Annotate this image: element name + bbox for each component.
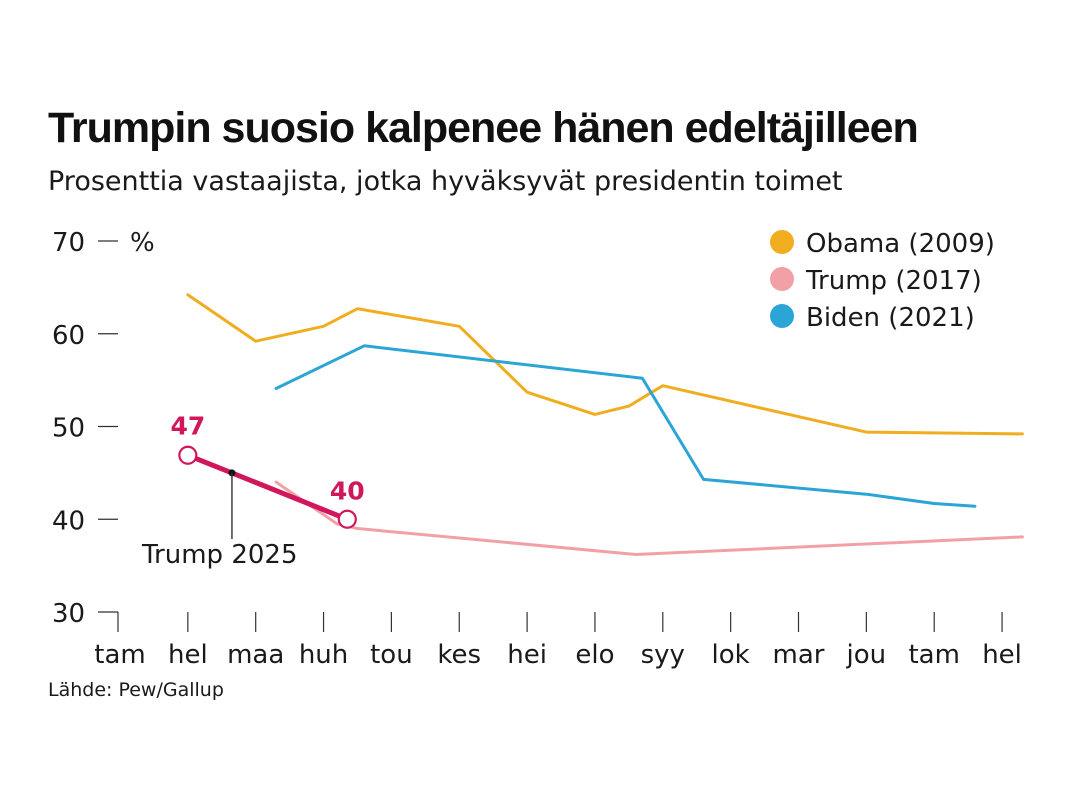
x-tick-label: jou: [846, 640, 887, 670]
x-tick-label: elo: [575, 640, 614, 670]
x-tick-label: kes: [437, 640, 481, 670]
x-tick-label: maa: [227, 640, 284, 670]
end-point-marker: [337, 509, 357, 529]
legend-label: Trump (2017): [805, 266, 982, 296]
series-line-3: [274, 344, 977, 508]
x-axis: tam hel maa huh tou kes hei elo syy lok mar jou tam h…: [94, 612, 1022, 670]
series-annotation-label: Trump 2025: [141, 540, 298, 570]
legend: Obama (2009) Trump (2017) Biden (2021): [770, 229, 995, 333]
chart-title: Trumpin suosio kalpenee hänen edeltäjill…: [48, 104, 919, 152]
y-axis-unit: %: [130, 228, 155, 258]
y-tick-label: 40: [52, 506, 85, 536]
start-value-label: 47: [170, 411, 205, 440]
y-axis: 30 40 50 60 70%: [52, 228, 155, 632]
y-tick-label: 50: [52, 414, 85, 444]
legend-swatch: [770, 304, 794, 328]
end-value-label: 40: [330, 476, 365, 505]
x-tick-label: syy: [641, 640, 685, 670]
y-tick-label: 30: [52, 599, 85, 629]
legend-swatch: [770, 267, 794, 291]
legend-label: Biden (2021): [806, 303, 975, 333]
annotation-layer: 47 40 Trump 2025: [141, 411, 365, 570]
x-tick-label: lok: [712, 640, 750, 670]
y-tick-label: 70: [52, 228, 85, 258]
x-tick-label: tam: [908, 640, 959, 670]
x-tick-label: tou: [370, 640, 413, 670]
x-tick-label: hel: [168, 640, 208, 670]
start-point-marker: [178, 445, 198, 465]
legend-swatch: [770, 230, 794, 254]
y-tick-label: 60: [52, 321, 85, 351]
x-tick-label: huh: [299, 640, 348, 670]
series-layer: [185, 293, 1024, 556]
source-note: Lähde: Pew/Gallup: [48, 679, 224, 701]
x-tick-label: mar: [773, 640, 825, 670]
x-tick-label: tam: [94, 640, 145, 670]
x-tick-label: hel: [982, 640, 1022, 670]
legend-label: Obama (2009): [806, 229, 995, 259]
series-line-4: [185, 452, 350, 522]
chart-subtitle: Prosenttia vastaajista, jotka hyväksyvät…: [48, 166, 843, 197]
series-line-2: [274, 480, 1024, 556]
x-tick-label: hei: [507, 640, 547, 670]
series-line-1: [186, 293, 1024, 436]
